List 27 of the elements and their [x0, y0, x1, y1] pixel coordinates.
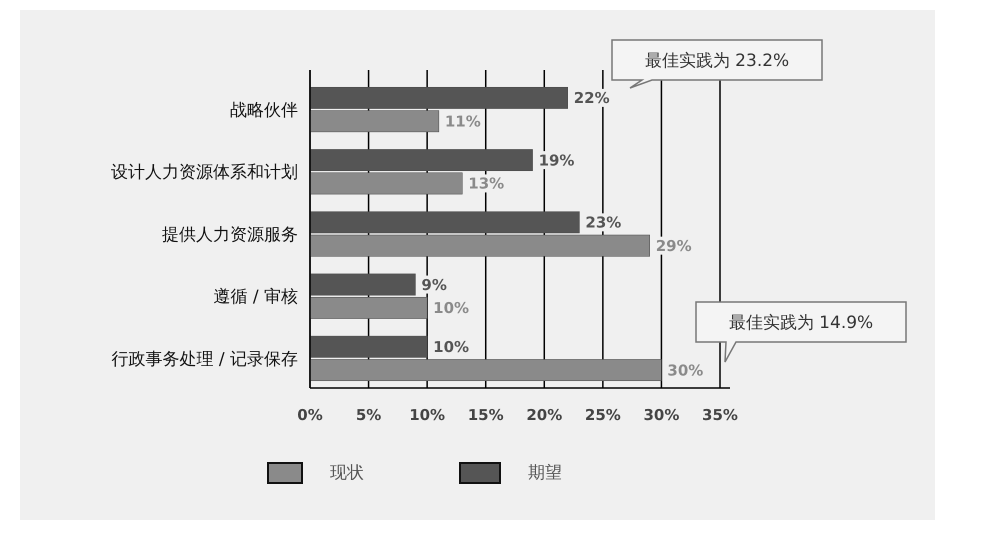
- y-tick-label: 遵循 / 审核: [213, 287, 298, 308]
- data-label: 11%: [444, 112, 481, 130]
- x-tick-label: 5%: [356, 406, 382, 424]
- data-label: 29%: [656, 236, 692, 255]
- data-label: 23%: [585, 214, 622, 232]
- x-tick-label: 25%: [584, 406, 621, 424]
- data-label: 22%: [574, 89, 610, 108]
- text: 最佳实践为 14.9%: [728, 312, 874, 333]
- legend-label: 期望: [528, 462, 562, 483]
- data-label: 13%: [468, 174, 504, 193]
- data-label: 10%: [433, 299, 470, 318]
- data-label: 19%: [538, 151, 574, 170]
- data-label: 9%: [421, 276, 447, 294]
- legend-label: 现状: [330, 462, 364, 483]
- data-label: 10%: [433, 338, 470, 356]
- y-tick-label: 设计人力资源体系和计划: [111, 162, 298, 183]
- x-tick-label: 15%: [468, 406, 504, 424]
- x-tick-label: 20%: [526, 406, 562, 424]
- y-tick-label: 战略伙伴: [230, 100, 298, 121]
- y-tick-label: 行政事务处理 / 记录保存: [111, 349, 298, 370]
- x-tick-label: 0%: [297, 406, 323, 424]
- x-tick-label: 35%: [702, 406, 738, 424]
- data-label: 30%: [667, 361, 704, 380]
- x-tick-label: 30%: [643, 406, 680, 424]
- x-tick-label: 10%: [409, 406, 446, 424]
- annotation: 最佳实践为 23.2%: [644, 50, 790, 71]
- y-tick-label: 提供人力资源服务: [162, 224, 298, 245]
